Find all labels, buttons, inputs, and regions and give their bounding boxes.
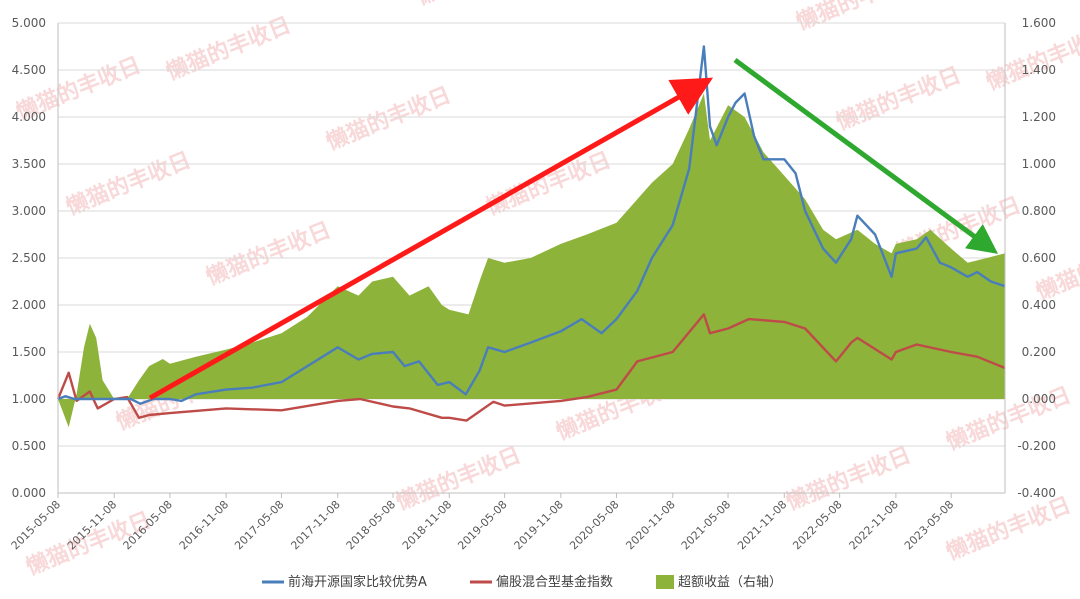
up-trend-arrow	[148, 77, 714, 401]
watermark-text: 懒猫的丰收日	[833, 62, 965, 136]
watermark-text: 懒猫的丰收日	[1033, 232, 1080, 306]
left-tick-label: 4.500	[12, 63, 46, 77]
watermark-text: 懒猫的丰收日	[63, 147, 195, 221]
excess-area-layer	[58, 93, 1005, 428]
x-tick-label: 2018-05-08	[344, 498, 398, 552]
right-tick-label: 1.000	[1022, 157, 1056, 171]
x-tick-label: 2021-11-08	[735, 498, 789, 552]
left-tick-label: 1.500	[12, 345, 46, 359]
trend-arrows	[148, 57, 999, 401]
legend: 前海开源国家比较优势A 偏股混合型基金指数 超额收益（右轴）	[262, 574, 782, 590]
right-tick-label: 0.000	[1022, 392, 1056, 406]
line-series-layer	[56, 45, 1006, 422]
watermark-text: 懒猫的丰收日	[323, 82, 455, 156]
x-tick-label: 2020-11-08	[623, 498, 677, 552]
x-tick-label: 2017-05-08	[232, 498, 286, 552]
right-tick-label: 1.200	[1022, 110, 1056, 124]
legend-swatch-excess	[656, 575, 674, 589]
right-tick-label: 0.200	[1022, 345, 1056, 359]
right-tick-label: 1.400	[1022, 63, 1056, 77]
x-tick-label: 2020-05-08	[567, 498, 621, 552]
x-tick-label: 2022-11-08	[847, 498, 901, 552]
left-tick-label: 0.000	[12, 486, 46, 500]
legend-label-index: 偏股混合型基金指数	[496, 574, 613, 590]
watermark-text: 懒猫的丰收日	[983, 22, 1080, 96]
left-tick-label: 3.000	[12, 204, 46, 218]
x-tick-label: 2019-11-08	[512, 498, 566, 552]
right-tick-label: 0.800	[1022, 204, 1056, 218]
down-trend-arrow	[733, 57, 999, 254]
right-tick-label: 0.400	[1022, 298, 1056, 312]
watermark-text: 懒猫的丰收日	[943, 492, 1075, 566]
index-line	[56, 313, 1006, 422]
x-tick-label: 2017-11-08	[288, 498, 342, 552]
x-tick-label: 2016-11-08	[177, 498, 231, 552]
left-tick-label: 2.500	[12, 251, 46, 265]
x-tick-label: 2021-05-08	[679, 498, 733, 552]
watermark-text: 懒猫的丰收日	[483, 147, 615, 221]
left-tick-label: 5.000	[12, 16, 46, 30]
x-tick-label: 2019-05-08	[455, 498, 509, 552]
right-tick-label: 0.600	[1022, 251, 1056, 265]
legend-label-fund: 前海开源国家比较优势A	[288, 574, 427, 590]
watermark-text: 懒猫的丰收日	[413, 0, 545, 11]
left-tick-label: 1.000	[12, 392, 46, 406]
left-tick-label: 0.500	[12, 439, 46, 453]
right-tick-label: -0.200	[1017, 439, 1056, 453]
watermark-text: 懒猫的丰收日	[203, 217, 335, 291]
watermark-text: 懒猫的丰收日	[793, 0, 925, 36]
left-tick-label: 2.000	[12, 298, 46, 312]
excess-return-area	[58, 93, 1005, 428]
left-tick-label: 4.000	[12, 110, 46, 124]
right-tick-label: -0.400	[1017, 486, 1056, 500]
legend-label-excess: 超额收益（右轴）	[678, 575, 782, 590]
left-tick-label: 3.500	[12, 157, 46, 171]
fund-line	[57, 45, 1006, 405]
right-tick-label: 1.600	[1022, 16, 1056, 30]
